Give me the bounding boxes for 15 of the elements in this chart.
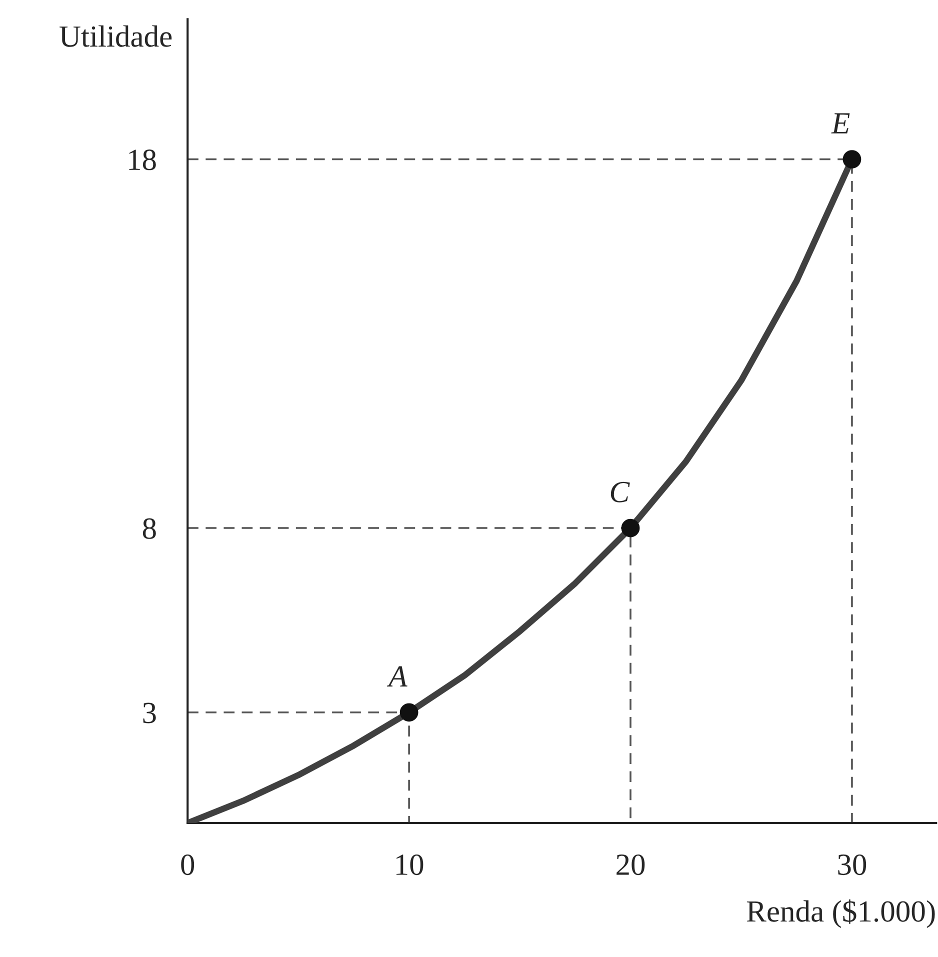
x-tick-label: 30	[838, 854, 866, 876]
y-tick-label: 18	[129, 150, 156, 170]
point	[842, 150, 862, 168]
x-tick-label: 0	[181, 854, 194, 876]
point	[400, 703, 418, 722]
y-axis-title: Utilidade	[60, 25, 172, 47]
x-tick-label: 20	[616, 854, 645, 876]
y-tick-label: 8	[142, 518, 156, 539]
x-tick-label: 10	[396, 854, 424, 876]
x-axis-title: Renda ($1.000)	[746, 899, 935, 928]
annotation: C	[610, 482, 630, 502]
point	[621, 518, 640, 538]
annotation: E	[831, 113, 850, 134]
y-tick-label: 3	[143, 702, 156, 724]
annotation: A	[386, 666, 408, 686]
